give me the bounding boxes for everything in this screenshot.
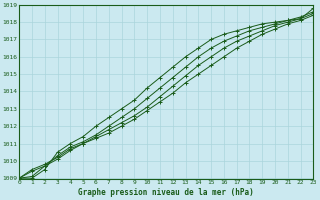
X-axis label: Graphe pression niveau de la mer (hPa): Graphe pression niveau de la mer (hPa) xyxy=(78,188,254,197)
